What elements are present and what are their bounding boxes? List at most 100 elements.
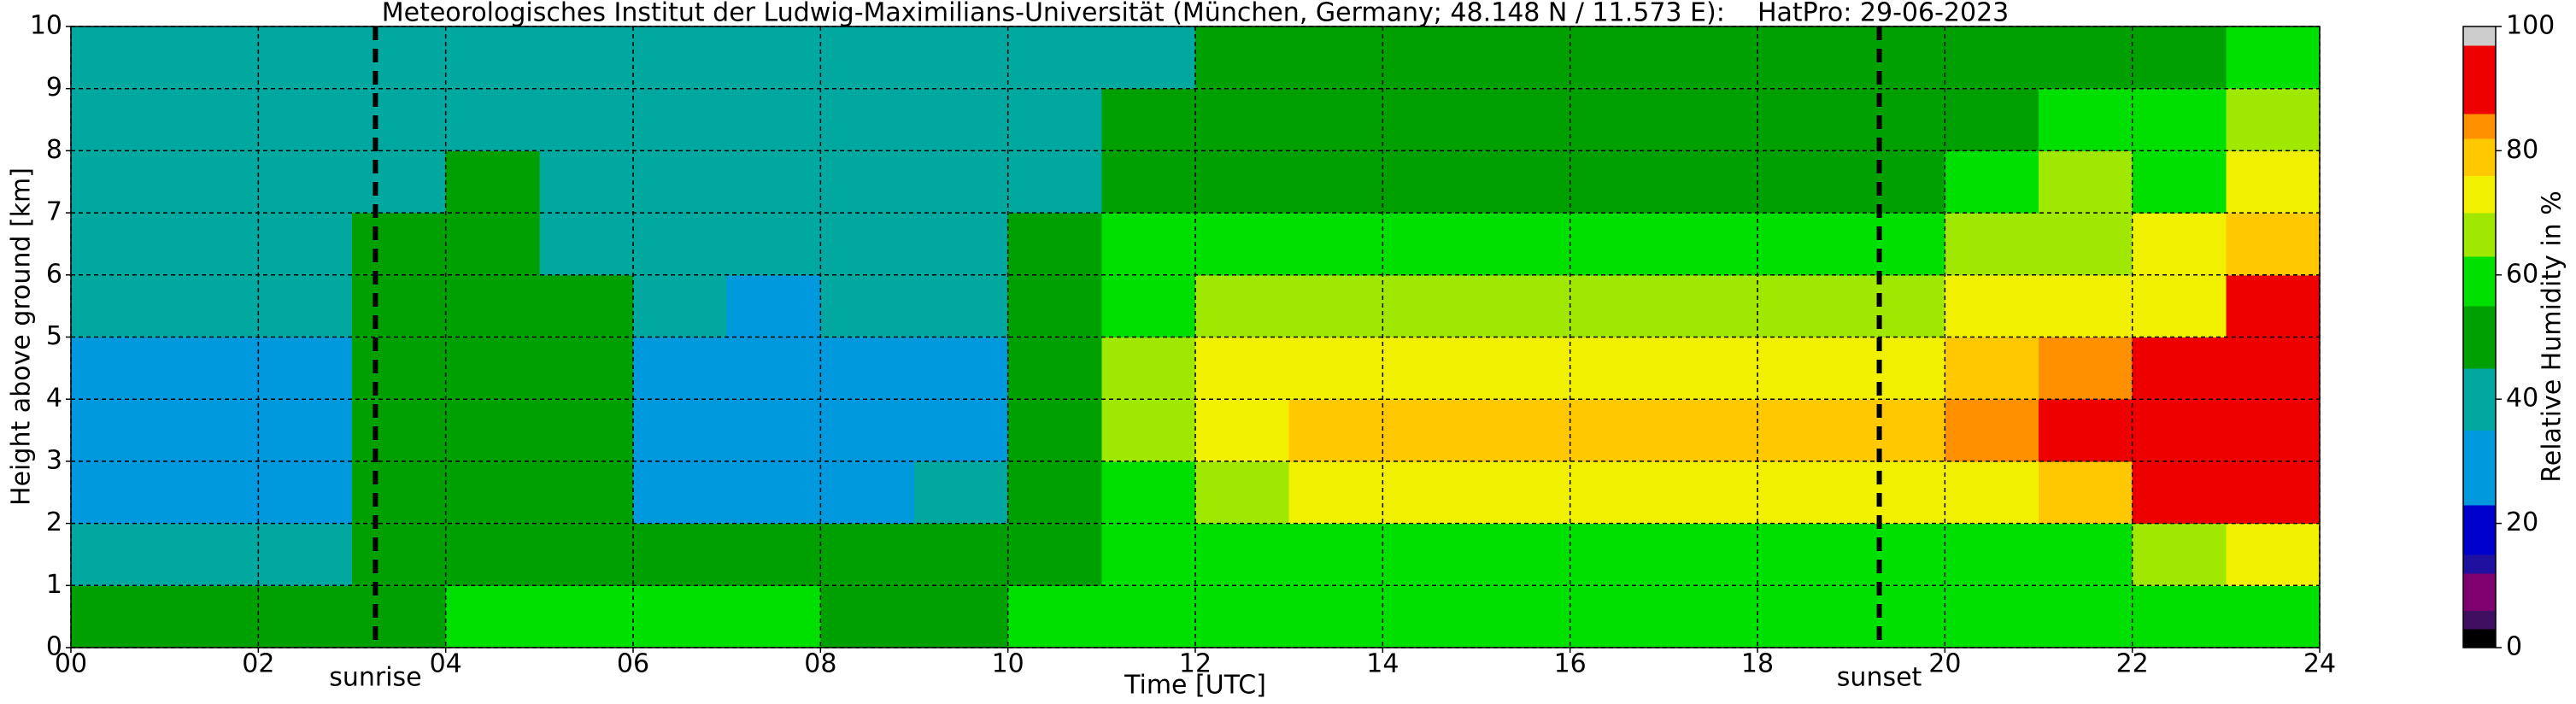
- heatmap-cell: [445, 461, 540, 525]
- heatmap-cell: [1195, 26, 1290, 90]
- heatmap-cell: [1195, 150, 1290, 214]
- heatmap-cell: [2226, 461, 2321, 525]
- x-tick-label: 20: [1928, 649, 1961, 679]
- heatmap-cell: [71, 150, 166, 214]
- heatmap-cell: [820, 213, 915, 276]
- heatmap-cell: [914, 461, 1009, 525]
- y-tick-label: 9: [46, 73, 62, 103]
- heatmap-cell: [914, 26, 1009, 90]
- heatmap-cell: [2226, 523, 2321, 586]
- heatmap-cell: [2132, 399, 2227, 462]
- heatmap-cell: [820, 274, 915, 337]
- heatmap-cell: [1945, 26, 2039, 90]
- heatmap-cell: [1570, 585, 1664, 648]
- heatmap-cell: [1664, 213, 1758, 276]
- heatmap-cell: [1945, 523, 2039, 586]
- heatmap-cell: [1476, 461, 1571, 525]
- heatmap-cell: [1664, 337, 1758, 400]
- heatmap-cell: [1945, 150, 2039, 214]
- heatmap-cell: [1664, 399, 1758, 462]
- heatmap-cell: [1007, 523, 1102, 586]
- y-tick-label: 7: [46, 197, 62, 227]
- colorbar-segment: [2463, 554, 2496, 574]
- heatmap-cell: [539, 88, 634, 151]
- heatmap-cell: [164, 399, 259, 462]
- heatmap-cell: [2039, 523, 2133, 586]
- heatmap-cell: [1195, 585, 1290, 648]
- heatmap-cell: [1664, 274, 1758, 337]
- plot-frame: [70, 26, 2321, 648]
- heatmap-cell: [352, 213, 447, 276]
- heatmap-cell: [352, 399, 447, 462]
- annotation-label: sunset: [1837, 663, 1922, 693]
- heatmap-cell: [1288, 399, 1383, 462]
- heatmap-cell: [258, 213, 353, 276]
- heatmap-cell: [258, 399, 353, 462]
- heatmap-cell: [1570, 26, 1664, 90]
- heatmap-cell: [1945, 274, 2039, 337]
- heatmap-cell: [258, 26, 353, 90]
- heatmap-cell: [258, 88, 353, 151]
- x-axis-label: Time [UTC]: [1124, 671, 1266, 701]
- heatmap-cell: [2039, 274, 2133, 337]
- heatmap-cell: [1382, 523, 1477, 586]
- x-tick-label: 04: [430, 649, 462, 679]
- heatmap-cell: [539, 150, 634, 214]
- heatmap-cell: [445, 274, 540, 337]
- heatmap-cell: [1476, 399, 1571, 462]
- heatmap-cell: [1851, 399, 1945, 462]
- heatmap-cell: [1757, 213, 1852, 276]
- heatmap-cell: [1664, 585, 1758, 648]
- heatmap-cell: [258, 585, 353, 648]
- heatmap-cell: [1007, 274, 1102, 337]
- heatmap-cell: [2226, 274, 2321, 337]
- heatmap-cell: [1288, 337, 1383, 400]
- heatmap-cell: [539, 461, 634, 525]
- heatmap-cell: [1851, 274, 1945, 337]
- heatmap-cell: [352, 88, 447, 151]
- heatmap-cell: [633, 274, 728, 337]
- heatmap-cell: [71, 585, 166, 648]
- heatmap-cell: [258, 523, 353, 586]
- heatmap-cell: [1288, 150, 1383, 214]
- heatmap-cell: [2226, 399, 2321, 462]
- heatmap-cell: [726, 213, 821, 276]
- heatmap-cell: [539, 274, 634, 337]
- heatmap-cell: [2039, 150, 2133, 214]
- heatmap-cell: [1757, 585, 1852, 648]
- colorbar-segment: [2463, 629, 2496, 648]
- heatmap-cell: [633, 26, 728, 90]
- heatmap-cell: [726, 150, 821, 214]
- heatmap-cell: [2039, 337, 2133, 400]
- heatmap-cell: [914, 213, 1009, 276]
- heatmap-cell: [1101, 88, 1196, 151]
- heatmap-cell: [1101, 461, 1196, 525]
- x-tick-label: 08: [804, 649, 836, 679]
- heatmap-cell: [1757, 399, 1852, 462]
- heatmap-cell: [2226, 585, 2321, 648]
- heatmap-cell: [726, 26, 821, 90]
- heatmap-cell: [164, 585, 259, 648]
- heatmap-cell: [445, 523, 540, 586]
- colorbar-segment: [2463, 213, 2496, 257]
- x-tick-label: 16: [1554, 649, 1587, 679]
- x-tick-label: 24: [2303, 649, 2336, 679]
- heatmap-cell: [1851, 461, 1945, 525]
- heatmap-cell: [1007, 585, 1102, 648]
- heatmap-cell: [1288, 26, 1383, 90]
- colorbar-segment: [2463, 306, 2496, 369]
- heatmap-cell: [914, 523, 1009, 586]
- heatmap-cell: [1288, 88, 1383, 151]
- heatmap-cell: [1945, 461, 2039, 525]
- heatmap-cell: [2132, 88, 2227, 151]
- annotation-label: sunrise: [329, 663, 421, 693]
- heatmap-cell: [2132, 523, 2227, 586]
- colorbar-segment: [2463, 138, 2496, 176]
- heatmap-cell: [2132, 337, 2227, 400]
- heatmap-cell: [820, 88, 915, 151]
- heatmap-cell: [1945, 337, 2039, 400]
- heatmap-cell: [1195, 88, 1290, 151]
- x-tick-label: 22: [2116, 649, 2149, 679]
- colorbar-tick-label: 80: [2506, 135, 2538, 165]
- heatmap-cell: [1382, 213, 1477, 276]
